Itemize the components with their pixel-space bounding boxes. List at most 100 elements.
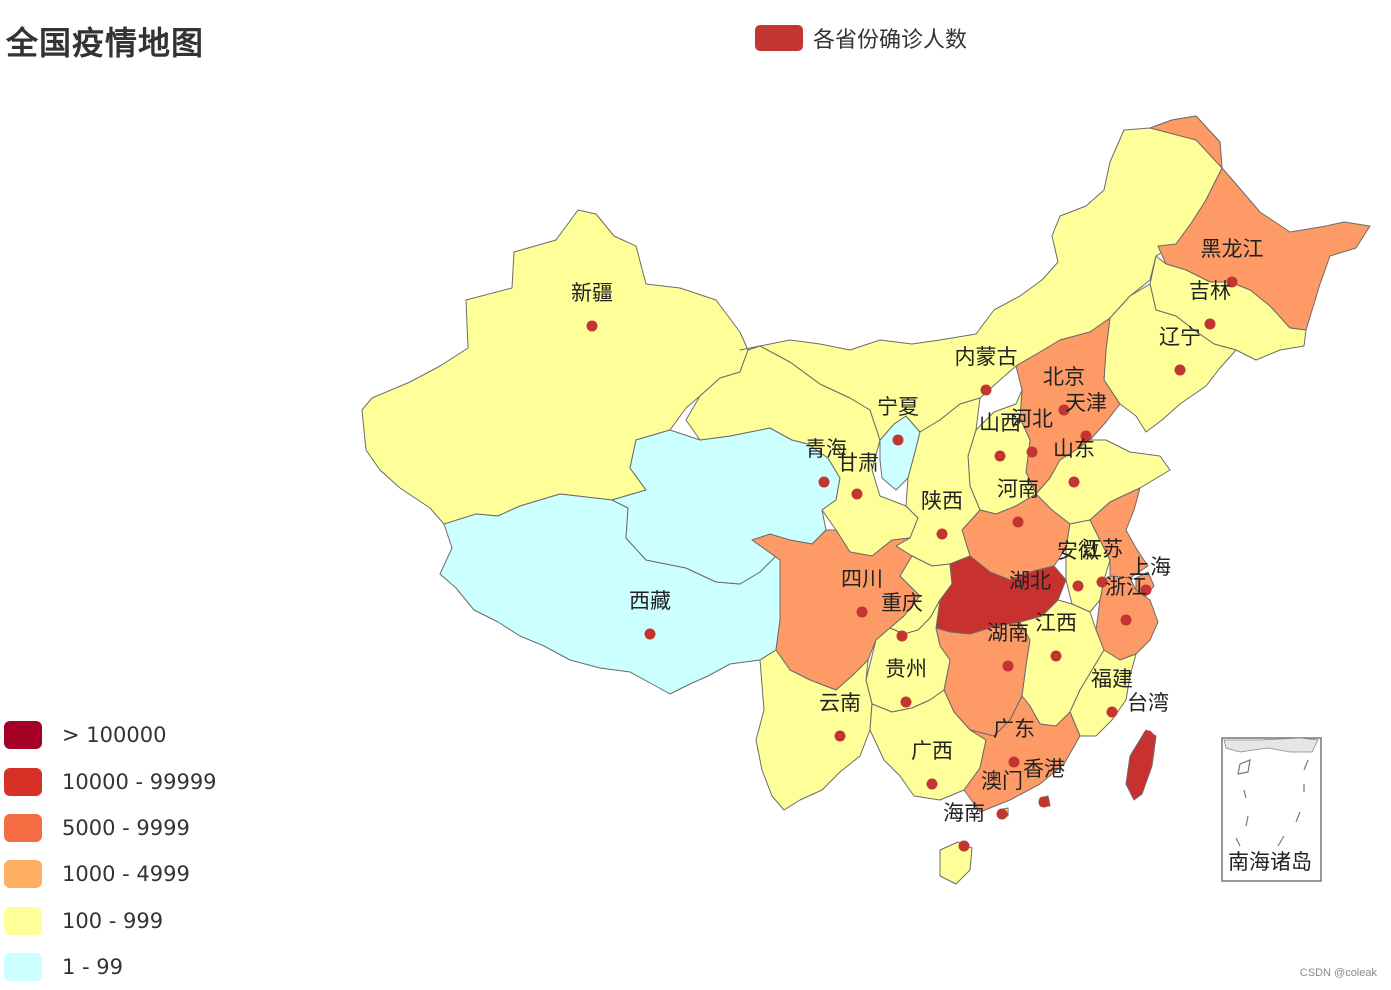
province-marker[interactable] — [980, 384, 992, 396]
visual-map-label[interactable]: 100 - 999 — [62, 908, 164, 933]
visual-map-swatch[interactable] — [4, 860, 42, 889]
province-region[interactable] — [1089, 487, 1149, 579]
visual-map-item[interactable]: 10000 - 99999 — [4, 758, 217, 804]
visual-map-swatch[interactable] — [4, 813, 42, 842]
province-marker[interactable] — [834, 730, 846, 742]
province-marker[interactable] — [1068, 476, 1080, 488]
province-label: 香港 — [1023, 757, 1065, 781]
inset-land — [1223, 737, 1319, 753]
province-region[interactable] — [939, 841, 973, 885]
province-label: 宁夏 — [877, 395, 919, 419]
province-marker[interactable] — [994, 450, 1006, 462]
province-region[interactable] — [963, 695, 1081, 813]
province-marker[interactable] — [851, 488, 863, 500]
province-marker[interactable] — [926, 778, 938, 790]
province-label: 广西 — [911, 739, 953, 763]
province-label: 云南 — [819, 691, 861, 715]
province-marker[interactable] — [1058, 404, 1070, 416]
province-label: 辽宁 — [1159, 325, 1201, 349]
province-label: 西藏 — [629, 589, 671, 613]
watermark-text: CSDN @coleak — [1299, 967, 1377, 979]
province-label: 山东 — [1053, 437, 1095, 461]
province-marker[interactable] — [1120, 614, 1132, 626]
province-marker[interactable] — [1174, 364, 1186, 376]
province-label: 澳门 — [981, 769, 1023, 793]
province-marker[interactable] — [1106, 706, 1118, 718]
province-marker[interactable] — [996, 808, 1008, 820]
province-label: 四川 — [841, 567, 883, 591]
province-label: 陕西 — [921, 489, 963, 513]
province-marker[interactable] — [856, 606, 868, 618]
visual-map-item[interactable]: 1 - 99 — [4, 944, 217, 990]
province-marker[interactable] — [1226, 276, 1238, 288]
province-label: 浙江 — [1105, 575, 1147, 599]
visual-map-label[interactable]: 1 - 99 — [62, 955, 124, 980]
province-marker[interactable] — [1096, 576, 1108, 588]
province-marker[interactable] — [896, 630, 908, 642]
province-marker[interactable] — [1038, 796, 1050, 808]
province-label: 吉林 — [1189, 279, 1231, 303]
province-marker[interactable] — [1140, 584, 1152, 596]
visual-map-label[interactable]: 10000 - 99999 — [62, 769, 217, 794]
visual-map-swatch[interactable] — [4, 767, 42, 796]
province-label: 青海 — [805, 437, 847, 461]
visual-map-legend[interactable]: > 100000 10000 - 99999 5000 - 9999 1000 - 4… — [4, 712, 217, 990]
province-marker[interactable] — [892, 434, 904, 446]
visual-map-item[interactable]: 100 - 999 — [4, 898, 217, 944]
province-label: 内蒙古 — [955, 345, 1018, 369]
province-label: 贵州 — [885, 657, 927, 681]
south-china-sea-inset: 南海诸岛 — [1221, 737, 1322, 882]
province-label: 福建 — [1091, 667, 1133, 691]
province-label: 重庆 — [881, 591, 923, 615]
province-label: 安徽 — [1057, 539, 1099, 563]
province-marker[interactable] — [644, 628, 656, 640]
legend-label[interactable]: 各省份确诊人数 — [813, 28, 968, 53]
province-label: 江西 — [1035, 611, 1077, 635]
visual-map-label[interactable]: 5000 - 9999 — [62, 815, 190, 840]
visual-map-label[interactable]: > 100000 — [62, 723, 167, 748]
province-marker[interactable] — [1012, 516, 1024, 528]
chart-title: 全国疫情地图 — [6, 24, 205, 62]
province-marker[interactable] — [1204, 318, 1216, 330]
province-label: 上海 — [1129, 555, 1171, 579]
province-label: 黑龙江 — [1201, 237, 1264, 261]
visual-map-swatch[interactable] — [4, 953, 42, 982]
visual-map-item[interactable]: 1000 - 4999 — [4, 851, 217, 897]
province-region[interactable] — [1125, 729, 1157, 801]
province-label: 新疆 — [571, 281, 613, 305]
visual-map-item[interactable]: > 100000 — [4, 712, 217, 758]
province-label: 河北 — [1011, 407, 1053, 431]
visual-map-swatch[interactable] — [4, 721, 42, 750]
province-marker[interactable] — [1024, 582, 1036, 594]
province-layer[interactable] — [361, 115, 1371, 885]
province-label: 山西 — [979, 411, 1021, 435]
visual-map-swatch[interactable] — [4, 906, 42, 935]
province-marker[interactable] — [1026, 446, 1038, 458]
province-marker[interactable] — [1142, 730, 1154, 742]
province-label: 海南 — [943, 801, 985, 825]
province-marker[interactable] — [1080, 430, 1092, 442]
province-marker[interactable] — [1008, 756, 1020, 768]
province-marker[interactable] — [958, 840, 970, 852]
province-marker[interactable] — [1050, 650, 1062, 662]
province-label: 江苏 — [1081, 537, 1123, 561]
province-label: 河南 — [997, 477, 1039, 501]
province-label: 甘肃 — [837, 451, 879, 475]
province-marker[interactable] — [586, 320, 598, 332]
inset-dashes — [1235, 759, 1309, 847]
visual-map-label[interactable]: 1000 - 4999 — [62, 862, 190, 887]
province-marker[interactable] — [1072, 580, 1084, 592]
series-legend[interactable]: 各省份确诊人数 — [755, 22, 967, 54]
province-marker[interactable] — [900, 696, 912, 708]
province-marker[interactable] — [818, 476, 830, 488]
province-marker[interactable] — [936, 528, 948, 540]
visual-map-item[interactable]: 5000 - 9999 — [4, 805, 217, 851]
province-label: 天津 — [1065, 391, 1107, 415]
province-marker[interactable] — [1002, 660, 1014, 672]
province-label: 台湾 — [1127, 691, 1169, 715]
legend-swatch[interactable] — [755, 25, 803, 51]
province-region[interactable] — [755, 649, 873, 811]
province-label: 北京 — [1043, 365, 1085, 389]
province-label: 广东 — [993, 717, 1035, 741]
